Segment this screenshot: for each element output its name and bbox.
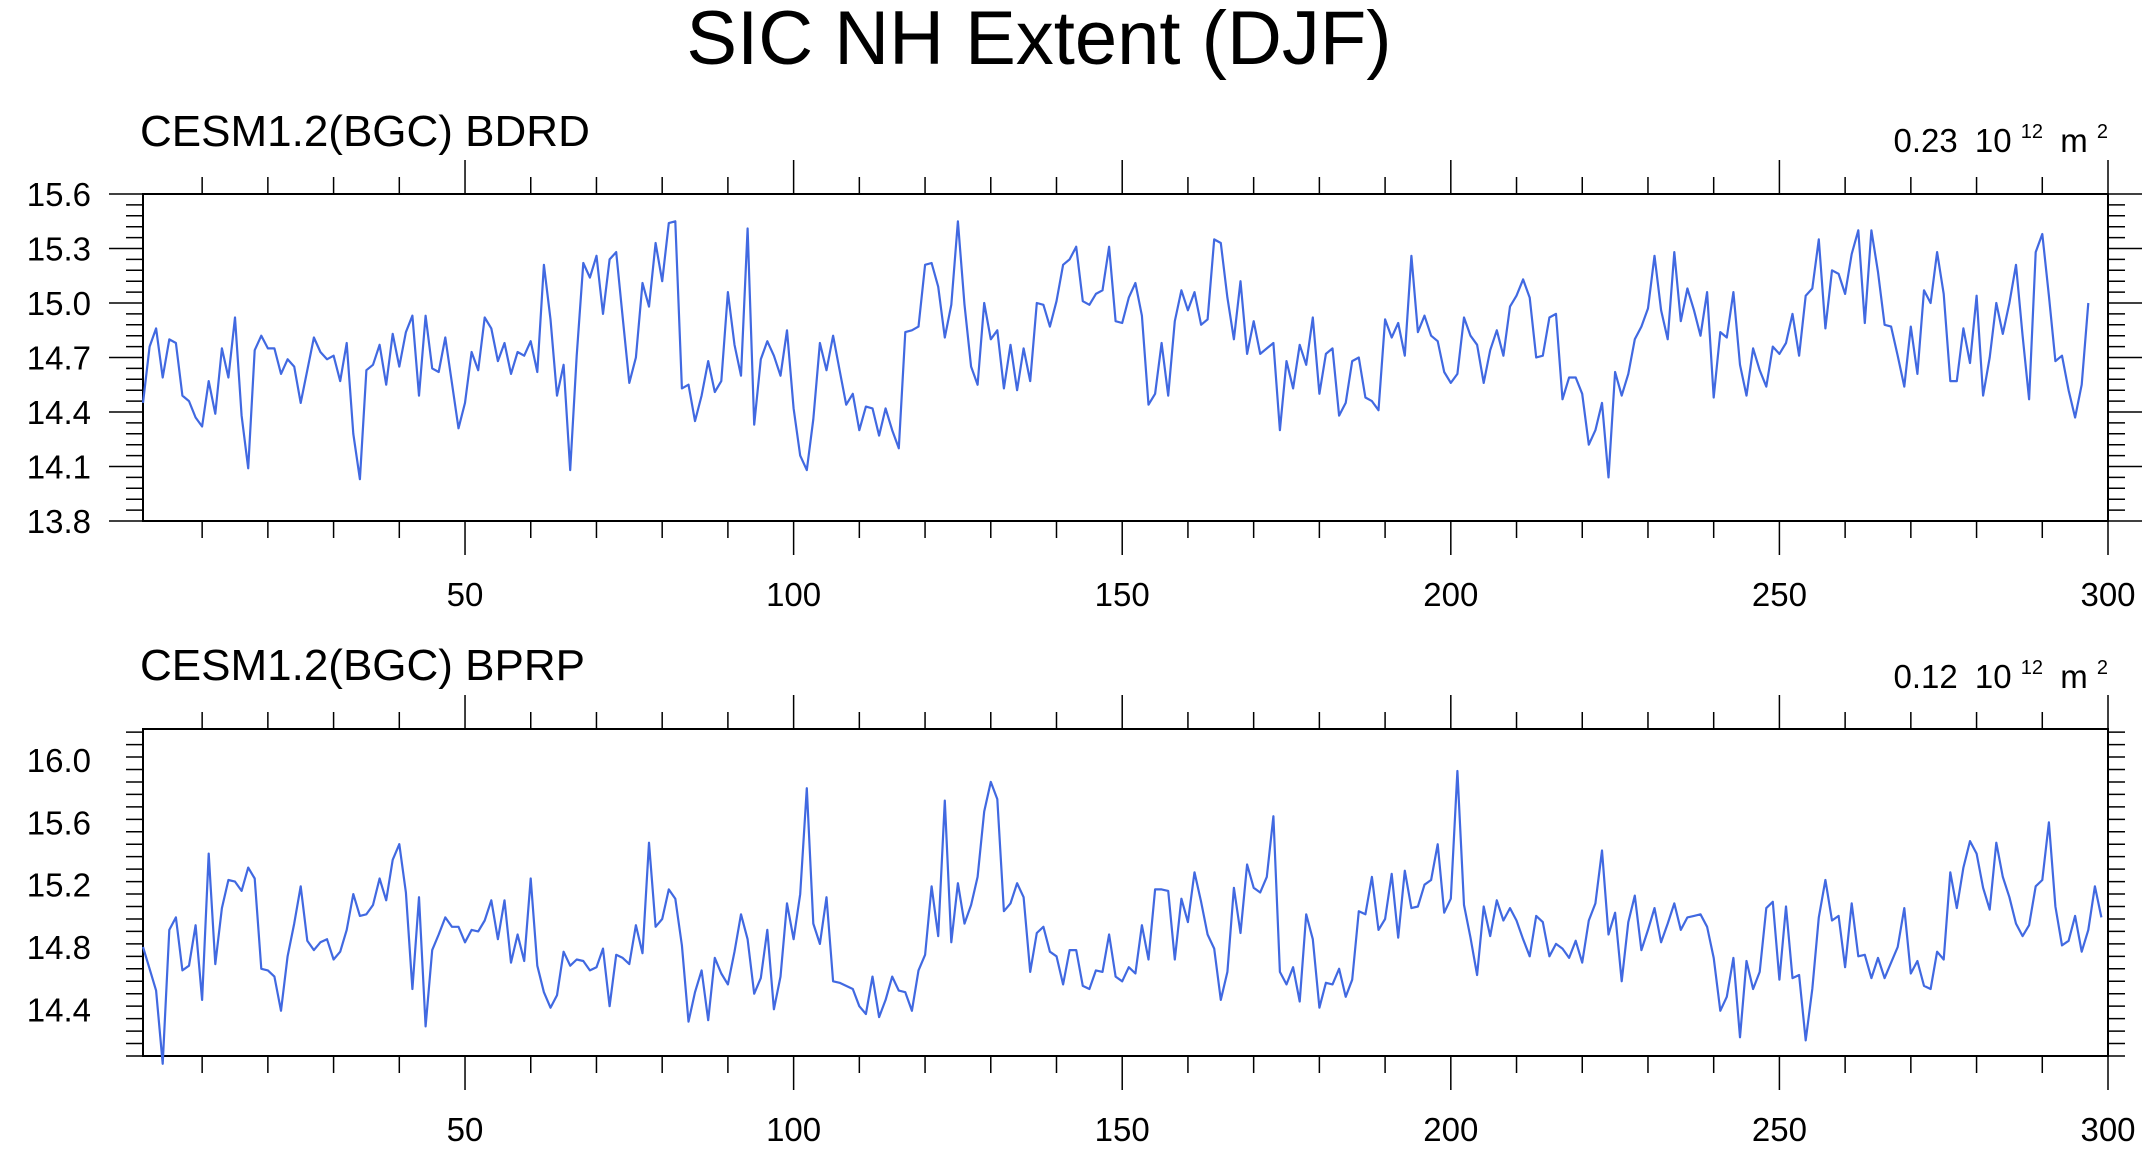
y-tick-label: 15.0 — [27, 285, 91, 322]
y-tick-label: 14.8 — [27, 929, 91, 966]
x-tick-label: 250 — [1752, 576, 1807, 613]
x-tick-label: 300 — [2080, 1111, 2135, 1148]
y-tick-label: 14.4 — [27, 394, 91, 431]
x-tick-label: 100 — [766, 1111, 821, 1148]
x-tick-label: 150 — [1095, 576, 1150, 613]
stat-unit-exp: 2 — [2097, 657, 2108, 679]
x-tick-label: 150 — [1095, 1111, 1150, 1148]
x-tick-label: 50 — [447, 1111, 484, 1148]
stat-base: 10 — [1975, 122, 2012, 159]
x-tick-label: 100 — [766, 576, 821, 613]
stat-value: 0.23 — [1893, 122, 1957, 159]
y-tick-label: 15.6 — [27, 804, 91, 841]
y-tick-label: 14.7 — [27, 340, 91, 377]
y-tick-label: 14.4 — [27, 991, 91, 1028]
y-tick-label: 14.1 — [27, 449, 91, 486]
y-tick-label: 16.0 — [27, 742, 91, 779]
x-tick-label: 200 — [1423, 576, 1478, 613]
main-title: SIC NH Extent (DJF) — [686, 0, 1391, 81]
y-tick-label: 15.6 — [27, 176, 91, 213]
stat-base: 10 — [1975, 658, 2012, 695]
plot-frame — [142, 193, 2109, 522]
panel-title: CESM1.2(BGC) BDRD — [140, 107, 590, 156]
stat-unit-exp: 2 — [2097, 121, 2108, 143]
x-tick-label: 250 — [1752, 1111, 1807, 1148]
panel-bprp: CESM1.2(BGC) BPRP 0.12 10 12 m 2 50 100 15… — [27, 641, 2136, 1148]
stat-exp: 12 — [2021, 121, 2043, 143]
marks: 50 100 150 200 250 300 14.4 14.8 15.2 15.6 16.0 — [27, 695, 2136, 1148]
series-line — [141, 220, 2090, 481]
y-tick-label: 15.2 — [27, 867, 91, 904]
stat-unit: m — [2060, 122, 2088, 159]
stat-label: 0.12 10 12 m 2 — [1893, 644, 2108, 695]
plot-frame — [142, 728, 2109, 1057]
marks: 50 100 150 200 250 300 13.8 14.1 14.4 14.7 15.0 15.… — [27, 160, 2142, 613]
stat-exp: 12 — [2021, 657, 2043, 679]
x-tick-label: 300 — [2080, 576, 2135, 613]
panel-title: CESM1.2(BGC) BPRP — [140, 641, 585, 690]
stat-unit: m — [2060, 658, 2088, 695]
stat-label: 0.23 10 12 m 2 — [1893, 108, 2108, 159]
series-line — [141, 769, 2103, 1065]
y-tick-label: 13.8 — [27, 503, 91, 540]
stat-value: 0.12 — [1893, 658, 1957, 695]
y-tick-label: 15.3 — [27, 231, 91, 268]
x-tick-label: 200 — [1423, 1111, 1478, 1148]
panel-bdrd: CESM1.2(BGC) BDRD 0.23 10 12 m 2 50 100 15… — [27, 107, 2142, 613]
x-tick-label: 50 — [447, 576, 484, 613]
